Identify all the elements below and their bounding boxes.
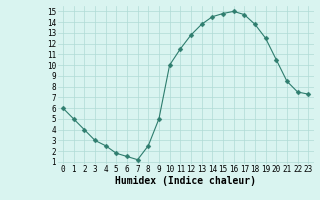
X-axis label: Humidex (Indice chaleur): Humidex (Indice chaleur) [115, 176, 256, 186]
